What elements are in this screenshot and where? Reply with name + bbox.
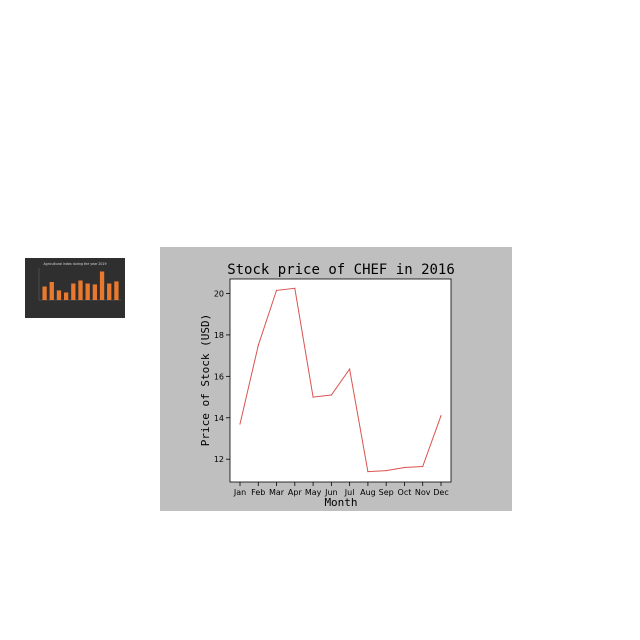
x-tick-label: Apr (288, 488, 303, 497)
y-tick-label: 18 (214, 331, 224, 340)
thumbnail-bar (71, 283, 76, 300)
data-point (385, 470, 387, 472)
data-point (312, 396, 314, 398)
data-point (367, 471, 369, 473)
line-chart: Stock price of CHEF in 2016 12 14 16 18 20 J… (199, 262, 455, 509)
thumbnail-bar (49, 282, 54, 300)
thumbnail-bars (42, 271, 119, 300)
data-point (239, 423, 241, 425)
x-tick-label: Jun (324, 488, 338, 497)
x-tick-label: Jan (233, 488, 246, 497)
y-axis-label: Price of Stock (USD) (199, 314, 212, 446)
x-tick-label: Nov (415, 488, 431, 497)
x-axis-label: Month (324, 496, 357, 509)
thumbnail-chart-svg: Agricultural index during the year 2019 (38, 262, 121, 301)
thumbnail-bar (85, 283, 90, 300)
thumbnail-bar (92, 284, 98, 300)
thumbnail-bar (107, 283, 112, 300)
x-tick-label: Feb (251, 488, 265, 497)
data-point (275, 289, 278, 291)
y-tick-label: 12 (214, 455, 224, 464)
y-tick-label: 16 (214, 372, 224, 381)
x-tick-label: Jul (344, 488, 355, 497)
thumbnail-bar (78, 280, 83, 300)
x-tick-label: Mar (269, 488, 285, 497)
x-tick-label: Sep (379, 488, 394, 497)
data-point (257, 344, 259, 346)
x-tick-label: May (305, 488, 322, 497)
x-axis-ticks: Jan Feb Mar Apr May Jun Jul Aug Sep Oct Nov Dec (233, 482, 449, 497)
thumbnail-title: Agricultural index during the year 2019 (43, 262, 106, 266)
series-line (239, 287, 442, 473)
thumbnail-bar (114, 281, 119, 300)
data-point (294, 287, 296, 289)
data-point (349, 368, 351, 370)
x-tick-label: Dec (433, 488, 448, 497)
y-tick-label: 20 (214, 290, 224, 299)
y-tick-label: 14 (214, 414, 224, 423)
chart-panel: Stock price of CHEF in 2016 12 14 16 18 20 J… (160, 247, 512, 511)
thumbnail-chart: Agricultural index during the year 2019 (25, 258, 125, 318)
data-point (440, 415, 442, 417)
x-tick-label: Oct (398, 488, 412, 497)
y-axis-ticks: 12 14 16 18 20 (214, 290, 230, 464)
data-point (422, 465, 424, 468)
series-points (239, 287, 442, 473)
x-tick-label: Aug (360, 488, 376, 497)
plot-area (229, 278, 452, 483)
thumbnail-bar (99, 271, 105, 300)
data-point (330, 394, 332, 396)
chart-title: Stock price of CHEF in 2016 (227, 262, 455, 278)
data-point (403, 466, 406, 469)
thumbnail-bar (42, 286, 47, 300)
thumbnail-bar (63, 292, 69, 300)
thumbnail-bar (56, 290, 62, 300)
